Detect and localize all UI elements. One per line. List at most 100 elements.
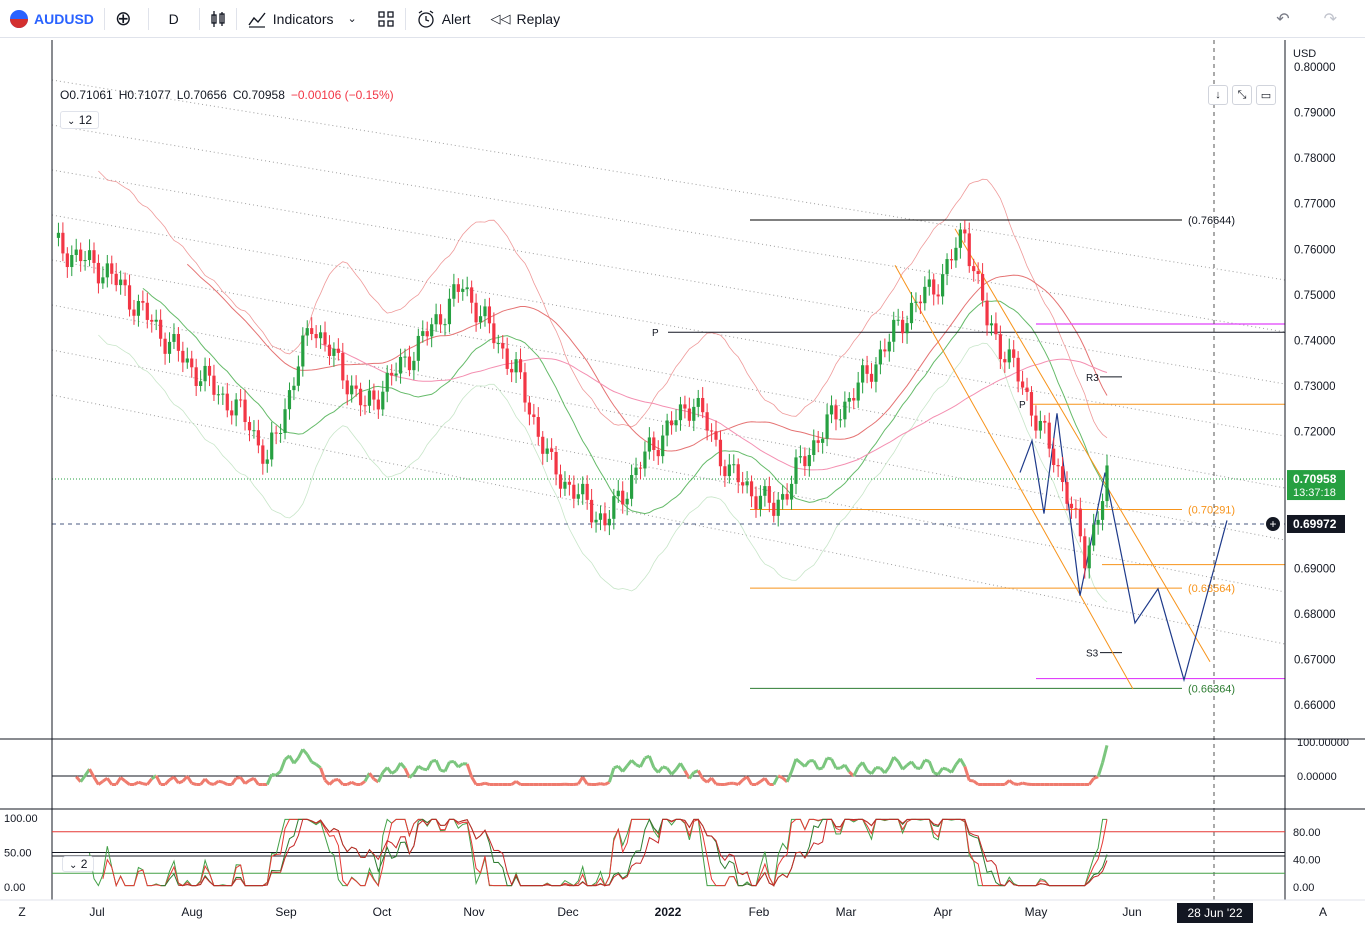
candle-body bbox=[794, 457, 797, 483]
candle-body bbox=[661, 436, 664, 457]
candle bbox=[337, 338, 340, 360]
candle bbox=[66, 247, 69, 278]
candle bbox=[572, 476, 575, 509]
interval-button[interactable]: D bbox=[149, 0, 199, 38]
candle bbox=[746, 471, 749, 493]
y-tick-label: 0.80000 bbox=[1294, 62, 1336, 74]
candle-body bbox=[408, 357, 411, 371]
candle bbox=[283, 398, 286, 439]
candle bbox=[697, 390, 700, 417]
pivot-label: S3 bbox=[1086, 649, 1099, 660]
chart-type-button[interactable] bbox=[200, 0, 236, 38]
osc1-segment bbox=[138, 782, 142, 783]
candle bbox=[848, 392, 851, 412]
candle-body bbox=[634, 468, 637, 475]
maximize-icon[interactable]: ▭ bbox=[1256, 85, 1276, 105]
undo-icon[interactable]: ↶ bbox=[1276, 9, 1289, 29]
candle bbox=[968, 223, 971, 273]
candle-body bbox=[257, 430, 260, 445]
osc1-segment bbox=[352, 782, 356, 784]
candle-body bbox=[608, 519, 611, 525]
candle-body bbox=[1043, 421, 1046, 423]
osc1-segment bbox=[272, 774, 276, 775]
candle bbox=[719, 430, 722, 475]
candle-body bbox=[821, 439, 824, 443]
candle-body bbox=[897, 320, 900, 321]
y-tick-label: 0.68000 bbox=[1294, 609, 1336, 621]
candle-body bbox=[781, 494, 784, 500]
candle bbox=[377, 390, 380, 419]
candle-body bbox=[297, 366, 300, 385]
candle-body bbox=[172, 334, 175, 342]
osc1-segment bbox=[316, 764, 320, 768]
candle bbox=[954, 237, 957, 268]
countdown-label: 13:37:18 bbox=[1293, 487, 1336, 499]
candle bbox=[666, 414, 669, 447]
candle bbox=[359, 383, 362, 416]
price-chart[interactable]: (0.76644)(0.70291)(0.68564)(0.66364)PR3P… bbox=[0, 38, 1365, 926]
candle-body bbox=[865, 365, 868, 374]
candle-body bbox=[568, 482, 571, 485]
osc1-segment bbox=[512, 781, 516, 784]
candle bbox=[448, 289, 451, 333]
candle-body bbox=[999, 334, 1002, 359]
pane-buttons: ↓ ⤡ ▭ bbox=[1208, 85, 1276, 105]
osc1-segment bbox=[605, 782, 609, 784]
candle-body bbox=[932, 279, 935, 294]
collapse-icon[interactable]: ⤡ bbox=[1232, 85, 1252, 105]
osc1-segment bbox=[712, 778, 716, 784]
indicators-collapse-button[interactable]: ⌄ 12 bbox=[60, 111, 99, 129]
symbol-search[interactable]: AUDUSD bbox=[0, 0, 104, 38]
candle-body bbox=[439, 314, 442, 324]
legend-high: H0.71077 bbox=[119, 88, 171, 102]
candle bbox=[550, 438, 553, 460]
redo-icon[interactable]: ↷ bbox=[1324, 9, 1337, 29]
candle bbox=[639, 462, 642, 480]
templates-button[interactable] bbox=[367, 0, 405, 38]
candle-body bbox=[270, 433, 273, 460]
oscillator-collapse-button[interactable]: ⌄ 2 bbox=[62, 856, 94, 872]
last-price-label: 0.70958 bbox=[1293, 472, 1337, 486]
candle-body bbox=[763, 486, 766, 496]
indicators-button[interactable]: Indicators ⌄ bbox=[237, 0, 367, 38]
osc1-segment bbox=[632, 760, 636, 764]
alarm-clock-icon bbox=[416, 9, 436, 29]
y-tick-label: 0.69000 bbox=[1294, 563, 1336, 575]
candle bbox=[532, 404, 535, 425]
pivot-label: P bbox=[1019, 400, 1026, 411]
candle bbox=[630, 464, 633, 506]
candle-body bbox=[759, 496, 762, 509]
candle bbox=[70, 245, 73, 276]
osc1-segment bbox=[156, 776, 160, 785]
candle-body bbox=[452, 284, 455, 299]
osc1-segment bbox=[303, 749, 307, 754]
x-tick-label: Aug bbox=[181, 905, 202, 919]
candle bbox=[865, 356, 868, 383]
candle bbox=[1012, 340, 1015, 367]
candle-body bbox=[1012, 349, 1015, 357]
candle-body bbox=[523, 372, 526, 402]
x-tick-label: Sep bbox=[275, 905, 297, 919]
candle-body bbox=[275, 433, 278, 434]
symbol-name[interactable]: AUDUSD bbox=[34, 11, 94, 27]
candle-body bbox=[630, 475, 633, 499]
osc1-segment bbox=[832, 759, 836, 768]
candle-body bbox=[599, 513, 602, 519]
osc1-segment bbox=[663, 767, 667, 768]
pivot-label: R3 bbox=[1086, 373, 1099, 384]
currency-label: USD bbox=[1293, 48, 1316, 60]
candle-body bbox=[972, 266, 975, 271]
candle-body bbox=[301, 336, 304, 367]
candle bbox=[1105, 455, 1108, 508]
alert-button[interactable]: Alert bbox=[406, 0, 481, 38]
compare-button[interactable]: ⊕ bbox=[105, 0, 148, 38]
arrow-down-icon[interactable]: ↓ bbox=[1208, 85, 1228, 105]
candle bbox=[439, 304, 442, 333]
candle-body bbox=[1074, 508, 1077, 509]
replay-button[interactable]: ◁◁ Replay bbox=[481, 0, 571, 38]
candle bbox=[790, 476, 793, 510]
osc1-segment bbox=[649, 756, 653, 768]
candle bbox=[941, 264, 944, 305]
candle-body bbox=[786, 494, 789, 499]
